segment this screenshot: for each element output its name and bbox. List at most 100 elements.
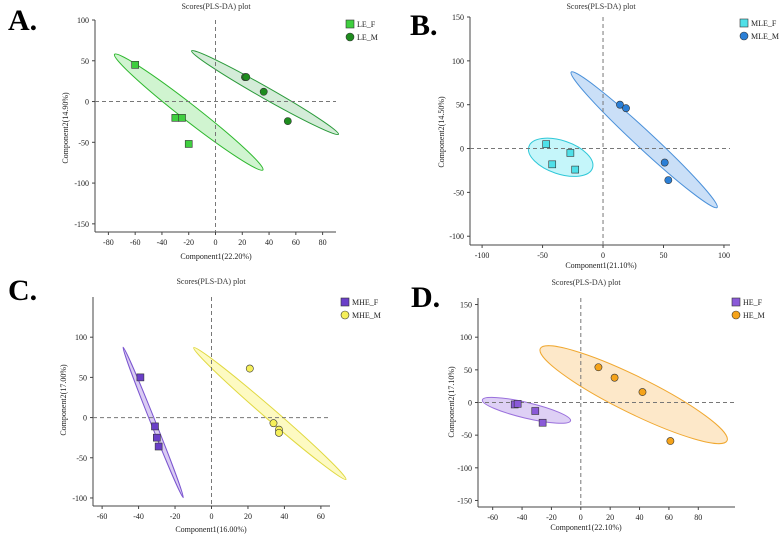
data-point-mle-f [566,149,575,157]
panel-b: B. Scores(PLS-DA) plot -100 -50 0 50 100 -100 -5… [410,2,779,270]
x-tick-label: 20 [244,512,252,521]
y-tick-label: -150 [457,496,472,505]
confidence-ellipse-he-f [481,396,572,424]
panel-letter: B. [410,9,438,42]
y-tick-label: 0 [83,414,87,423]
legend-label: MLE_M [751,32,779,41]
confidence-ellipse-mhe-m [193,347,347,481]
legend-marker-he-m [731,310,741,320]
x-tick-label: -20 [170,512,181,521]
y-tick-label: 0 [85,98,89,107]
data-point-he-m [610,373,619,382]
x-axis-label: Component1(21.10%) [565,261,637,270]
data-point-he-m [666,437,675,445]
x-tick-label: 0 [210,512,214,521]
y-tick-label: 50 [79,373,87,382]
panel-d: D. Scores(PLS-DA) plot -60 -40 -20 0 20 40 60 80 -… [411,278,765,532]
data-point-mhe-m [269,419,278,428]
x-tick-label: -60 [97,512,108,521]
legend-label: HE_F [743,298,763,307]
legend-marker-mle-f [739,18,749,28]
y-tick-label: -50 [453,188,464,197]
y-tick-label: 100 [77,16,89,25]
data-point-le-m [259,87,268,96]
y-axis-label: Component2(14.50%) [437,96,446,168]
y-tick-label: -50 [76,454,87,463]
x-tick-label: 100 [718,251,730,260]
confidence-ellipse-mhe-f [122,346,184,499]
panel-c: C. Scores(PLS-DA) plot -60 -40 -20 0 20 40 60 -10… [8,274,381,534]
x-axis-label: Component1(22.20%) [180,252,252,261]
y-tick-label: 150 [460,301,472,310]
y-tick-label: -100 [74,179,89,188]
panel-a: A. Scores(PLS-DA) plot -80 -60 -40 -20 0 20 40 60… [8,2,378,261]
legend-label: MHE_M [352,311,381,320]
legend-marker-mle-m [739,31,749,41]
data-point-mhe-m [275,428,283,437]
x-tick-label: 0 [601,251,605,260]
legend-label: LE_F [357,20,376,29]
x-tick-label: -40 [157,238,168,247]
x-tick-label: -40 [133,512,144,521]
x-tick-label: 60 [665,513,673,522]
x-tick-label: 40 [636,513,644,522]
data-point-le-m [283,117,292,126]
x-tick-label: 60 [292,238,300,247]
y-tick-label: 100 [452,57,464,66]
confidence-ellipse-he-m [539,345,728,445]
y-tick-label: 50 [456,101,464,110]
data-point-mhe-f [154,442,163,451]
y-tick-label: -150 [74,220,89,229]
data-point-mle-f [571,165,580,174]
x-tick-label: 40 [280,512,288,521]
chart-title: Scores(PLS-DA) plot [551,278,621,287]
data-point-mhe-f [153,433,161,442]
data-point-he-f [513,400,522,408]
y-tick-label: 0 [468,399,472,408]
y-tick-label: 150 [452,13,464,22]
data-point-mle-m [660,158,669,167]
data-point-mle-m [664,176,673,185]
legend-marker-mhe-f [340,297,350,307]
x-tick-label: 0 [214,238,218,247]
x-tick-label: -50 [537,251,548,260]
legend-label: HE_M [743,311,765,320]
x-tick-label: 80 [319,238,327,247]
x-tick-label: 20 [606,513,614,522]
data-point-le-m [242,73,251,81]
data-point-le-f [178,114,186,122]
x-tick-label: 50 [659,251,667,260]
x-tick-label: -60 [130,238,141,247]
x-tick-label: 40 [265,238,273,247]
legend-label: MHE_F [352,298,379,307]
y-tick-label: 100 [75,333,87,342]
x-tick-label: -20 [183,238,194,247]
y-tick-label: -100 [449,232,464,241]
legend-marker-he-f [731,297,741,307]
y-axis-label: Component2(14.90%) [61,92,70,164]
data-point-mhe-f [151,422,159,431]
data-point-mhe-m [245,364,254,373]
data-point-he-m [638,388,647,396]
data-point-mle-m [622,104,630,113]
x-tick-label: -20 [546,513,557,522]
x-tick-label: -60 [487,513,498,522]
data-point-mle-f [548,160,557,169]
x-tick-label: -40 [517,513,528,522]
y-tick-label: 0 [460,145,464,154]
chart-title: Scores(PLS-DA) plot [566,2,636,11]
y-tick-label: 100 [460,333,472,342]
panel-letter: C. [8,274,37,307]
y-tick-label: -100 [72,494,87,503]
confidence-ellipse-mle-m [570,71,718,209]
y-tick-label: 50 [464,366,472,375]
data-point-mle-m [616,100,624,109]
x-tick-label: 20 [238,238,246,247]
legend-marker-le-f [345,19,355,29]
data-point-le-f [184,140,193,148]
y-tick-label: -100 [457,464,472,473]
chart-title: Scores(PLS-DA) plot [176,277,246,286]
legend-marker-mhe-m [340,310,350,320]
y-tick-label: -50 [78,138,89,147]
x-axis-label: Component1(22.10%) [550,523,622,532]
